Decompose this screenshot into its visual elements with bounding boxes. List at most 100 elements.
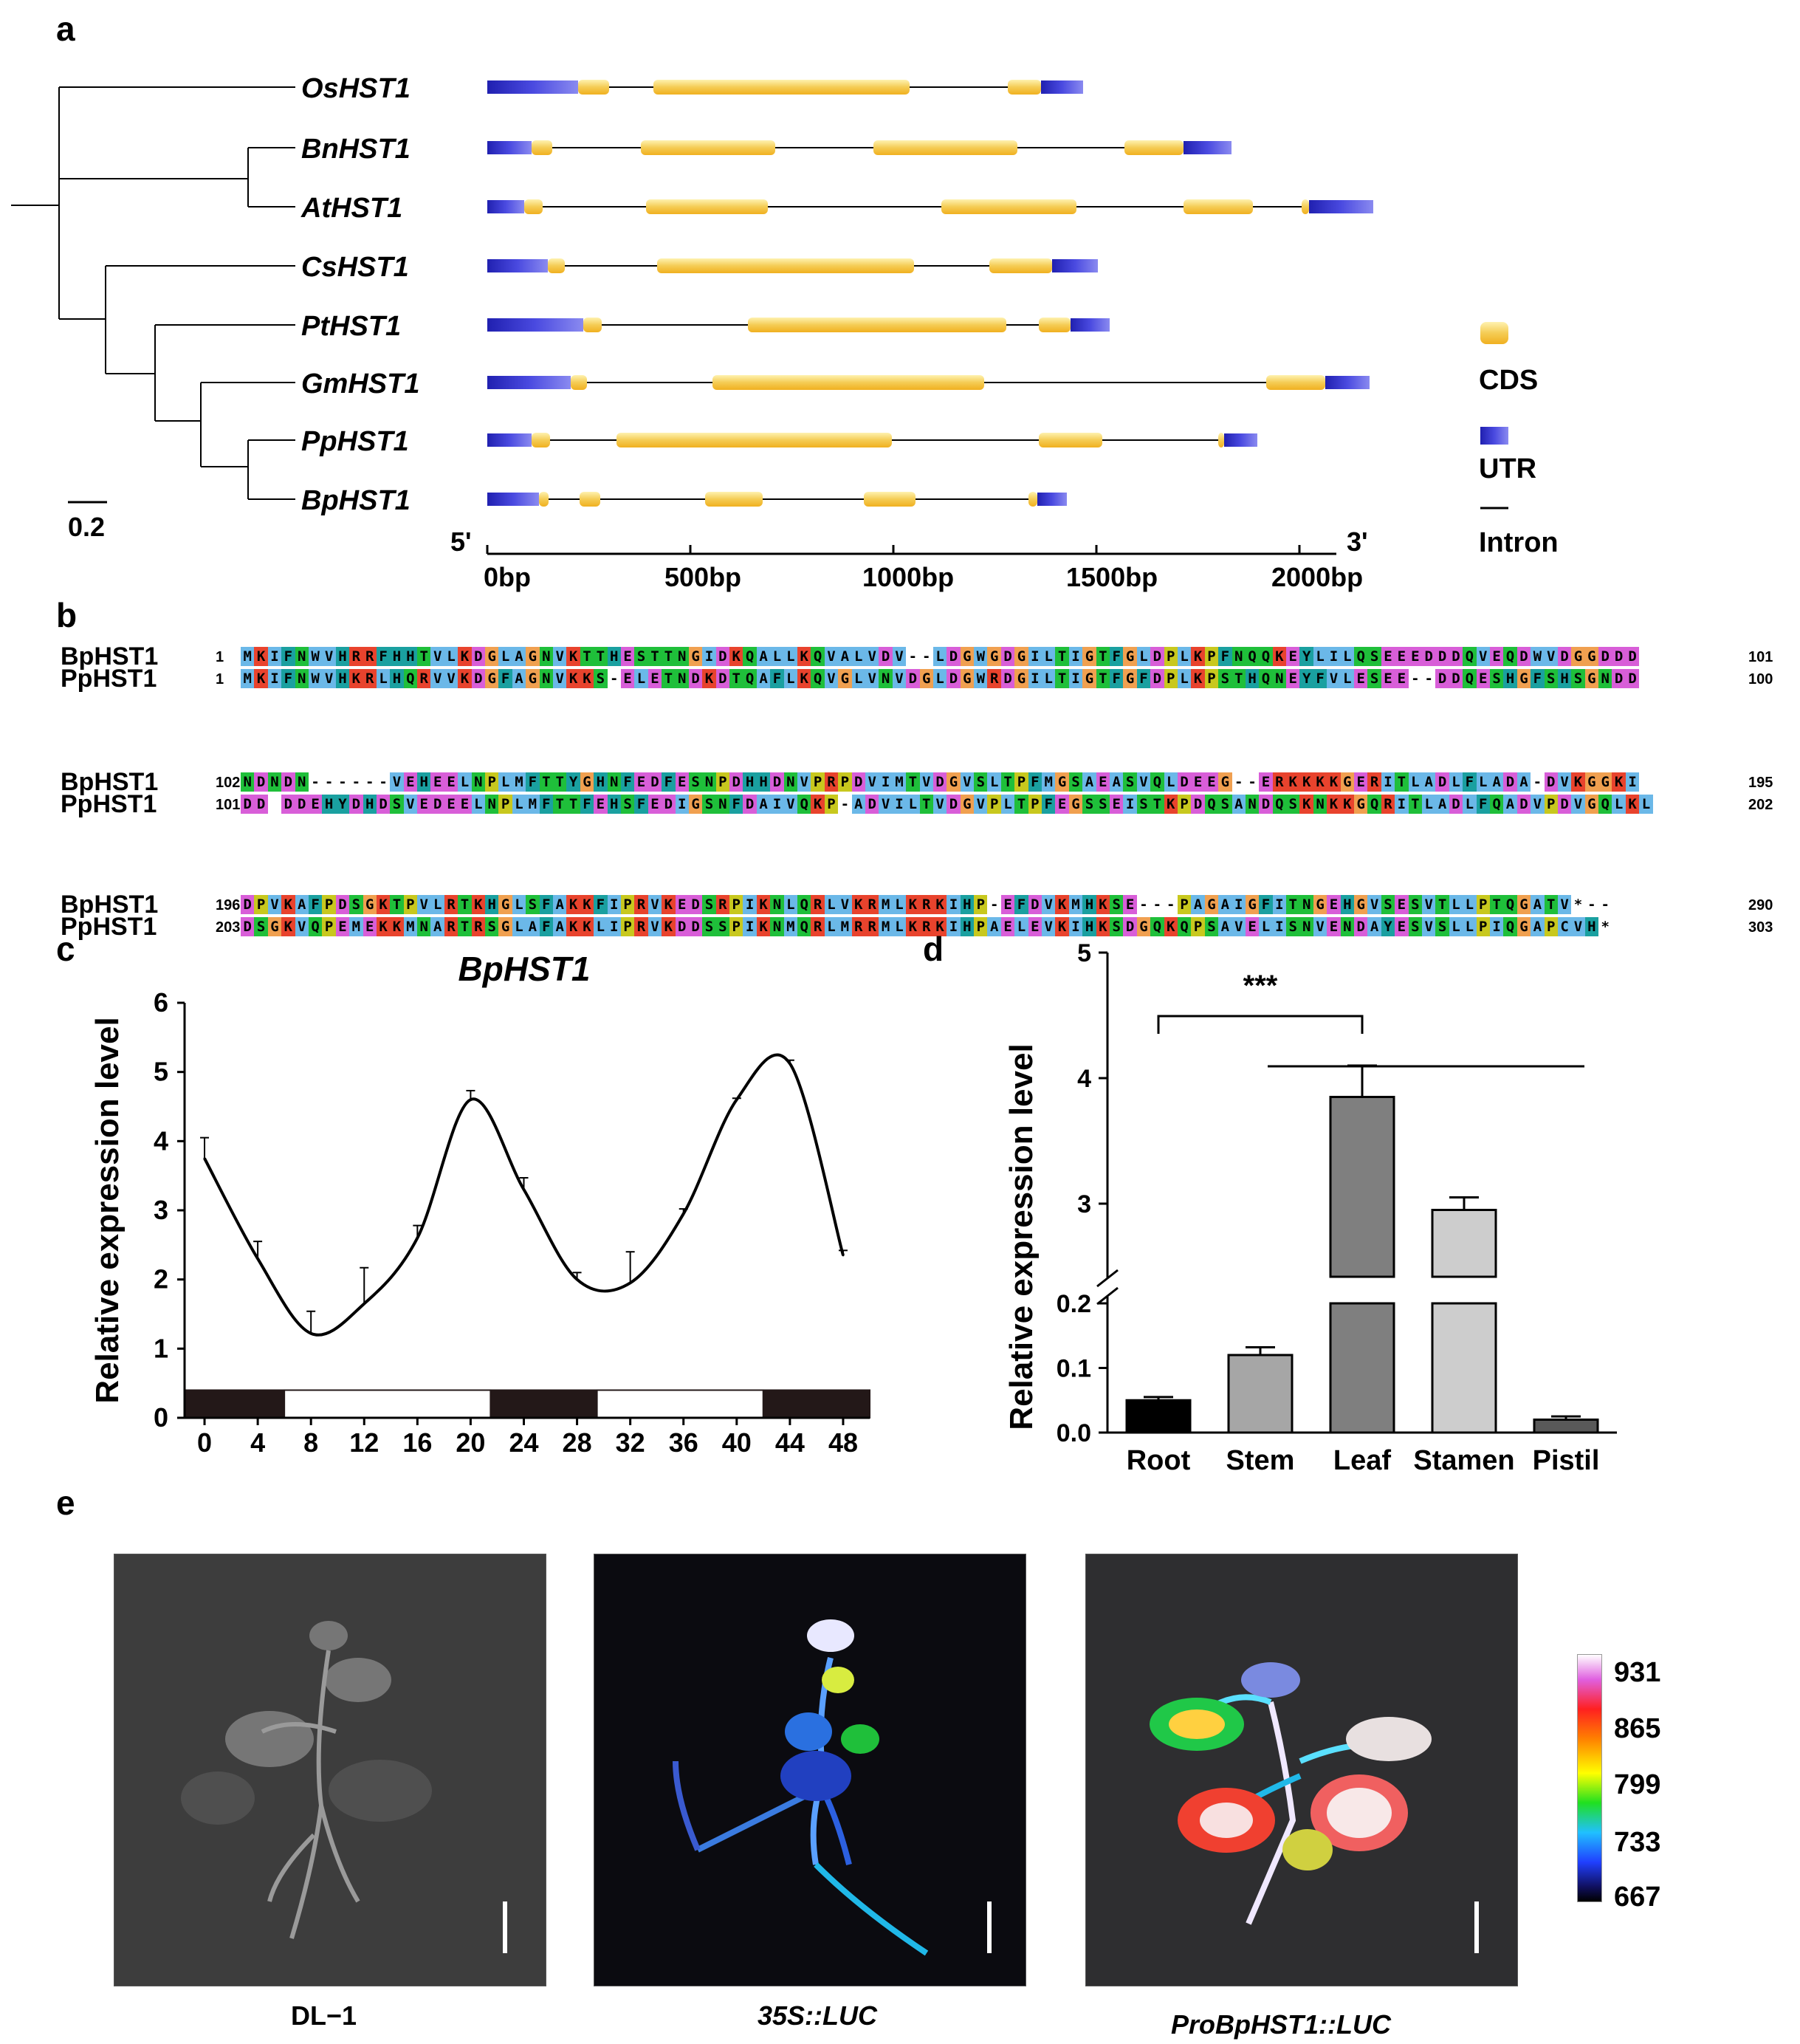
residue: R [811,917,825,936]
y-axis-label: Relative expression level [89,1017,126,1403]
alignment-seq-name: PpHST1 [61,790,157,818]
residue: T [417,647,431,666]
residue: E [1408,647,1422,666]
residue: Q [1367,795,1381,814]
residue: G [1014,669,1028,688]
residue: L [892,895,907,914]
residue: K [281,917,295,936]
residue: K [580,917,594,936]
residue: I [1489,917,1504,936]
residue: D [254,772,268,792]
residue: T [552,795,567,814]
x-tick-label: Stem [1226,1445,1295,1476]
residue: D [295,795,309,814]
residue: V [1313,917,1327,936]
x-tick-label: Stamen [1413,1445,1514,1476]
residue: F [308,895,323,914]
residue: D [241,917,255,936]
cds-segment [1008,80,1041,95]
residue: - [379,774,388,790]
residue: V [1531,795,1545,814]
residue: P [974,895,988,914]
residue: V [322,669,336,688]
residue: G [1068,795,1083,814]
residue: L [458,772,472,792]
residue: E [1381,647,1395,666]
residue: I [1327,647,1341,666]
residue: D [743,795,757,814]
residue: G [526,647,540,666]
residue: L [892,917,907,936]
residue: D [376,795,391,814]
residue: T [594,647,608,666]
residue: G [498,895,512,914]
residue: V [1136,772,1151,792]
residue: G [960,795,975,814]
residue: I [1123,795,1137,814]
residue: I [702,647,716,666]
residue: D [715,647,730,666]
residue: L [1449,895,1463,914]
residue: V [1367,895,1381,914]
residue: L [1421,795,1436,814]
residue: M [349,917,363,936]
residue: G [1516,895,1531,914]
residue: L [512,795,526,814]
bar-lower-part [1431,1302,1497,1434]
residue: * [1573,896,1583,913]
residue: N [295,669,309,688]
residue: M [838,917,852,936]
residue: E [1055,795,1069,814]
residue: F [729,795,743,814]
residue: E [1191,772,1205,792]
residue: K [932,917,947,936]
residue: R [1272,772,1287,792]
residue: S [1136,795,1151,814]
residue: V [1544,647,1558,666]
utr-segment [487,141,532,154]
residue: S [1381,895,1395,914]
residue: K [376,895,391,914]
tree-scale-label: 0.2 [68,512,106,542]
residue: T [1408,795,1422,814]
residue: A [1503,795,1517,814]
cds-segment [1184,199,1253,214]
residue: W [974,669,988,688]
tissue-expression-chart: 0.0 0.1 0.2 3 4 5 Relative expression level Roo… [1003,939,1617,1476]
residue: K [1313,772,1327,792]
y-tick-label: 2 [154,1264,168,1294]
residue: Y [566,772,580,792]
residue: P [485,772,499,792]
residue: P [1544,917,1558,936]
residue: L [783,669,798,688]
residue: V [1232,917,1246,936]
y-tick-label: 0.1 [1057,1355,1091,1383]
utr-segment [487,493,539,506]
residue: S [688,772,703,792]
residue: S [702,917,716,936]
residue: V [430,669,444,688]
residue: K [797,647,811,666]
residue: - [1601,896,1610,913]
y-tick-label: 3 [1077,1190,1091,1218]
cds-segment [616,433,892,447]
x-tick-label: 48 [828,1427,858,1458]
residue: M [1042,772,1056,792]
gene-track [487,318,1110,332]
label-probphst1-luc: ProBpHST1::LUC [1171,2009,1391,2040]
ruler-tick-500: 500bp [664,562,742,592]
gene-label-pt: PtHST1 [301,311,402,342]
residue: N [607,772,621,792]
residue: A [512,669,526,688]
residue: P [838,772,852,792]
phylogenetic-tree [11,86,295,504]
residue: M [1068,895,1083,914]
residue: G [363,895,377,914]
residue: P [974,917,988,936]
residue: K [471,895,486,914]
residue: Q [743,669,757,688]
cds-segment [653,80,910,95]
residue: A [1531,895,1545,914]
